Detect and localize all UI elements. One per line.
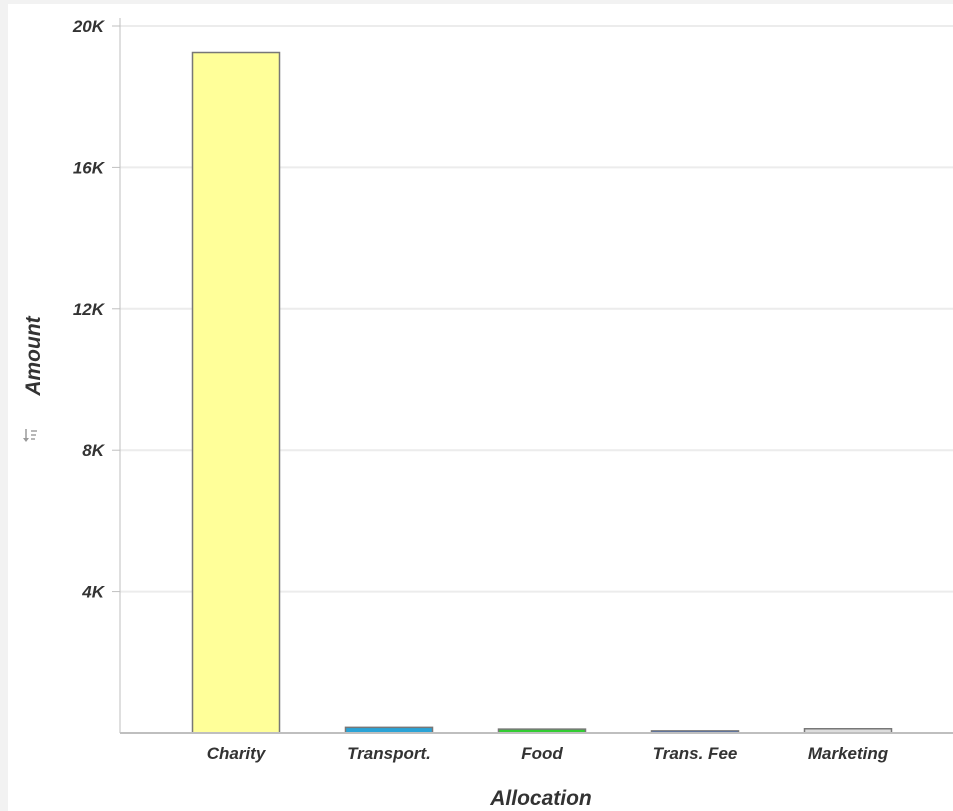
y-tick-label: 8K	[82, 441, 105, 460]
bars	[191, 51, 893, 734]
x-tick-label: Trans. Fee	[653, 744, 738, 763]
sort-icon[interactable]	[23, 429, 37, 442]
y-tick-label: 4K	[81, 583, 105, 602]
y-axis-title-group: Amount	[22, 315, 45, 396]
x-tick-label: Marketing	[808, 744, 889, 763]
x-tick-label: Food	[521, 744, 563, 763]
x-tick-label: Charity	[207, 744, 267, 763]
y-tick-label: 16K	[73, 158, 106, 177]
bar-chart: 4K 8K 12K 16K 20K Charity Transport. Food Trans…	[22, 17, 953, 810]
y-axis-title: Amount	[22, 315, 45, 396]
y-tick-label: 12K	[73, 300, 106, 319]
x-tick-labels: Charity Transport. Food Trans. Fee Marketing	[207, 744, 889, 763]
x-axis-title: Allocation	[489, 787, 592, 810]
x-tick-label: Transport.	[347, 744, 431, 763]
chart-panel: 4K 8K 12K 16K 20K Charity Transport. Food Trans…	[8, 4, 953, 811]
y-tick-labels: 4K 8K 12K 16K 20K	[72, 17, 120, 602]
bar-charity[interactable]	[191, 51, 281, 734]
y-tick-label: 20K	[72, 17, 106, 36]
